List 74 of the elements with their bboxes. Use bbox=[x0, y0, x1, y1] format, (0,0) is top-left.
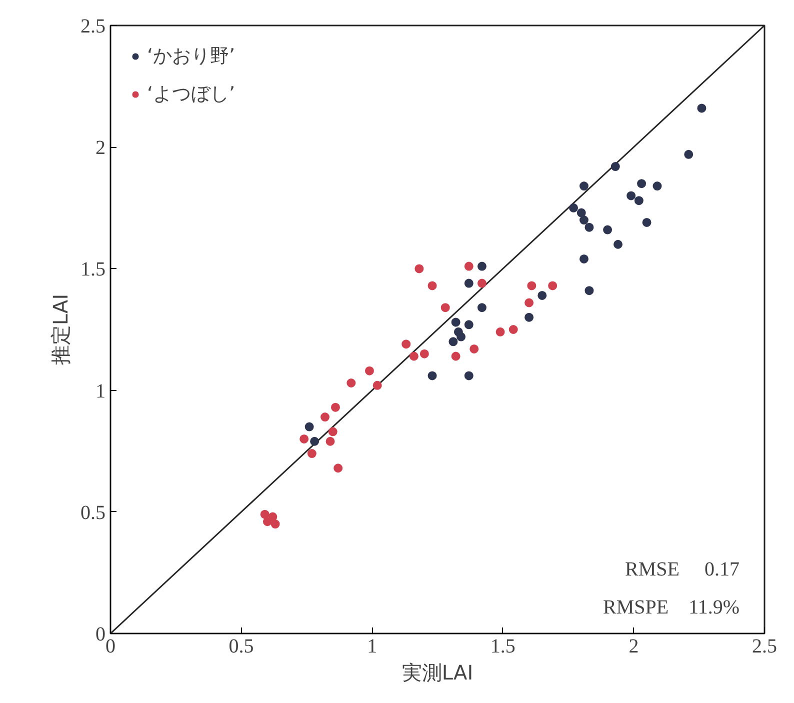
point bbox=[451, 352, 460, 361]
point bbox=[304, 422, 314, 432]
point bbox=[300, 434, 309, 444]
point bbox=[538, 290, 547, 300]
point bbox=[409, 352, 418, 361]
point bbox=[464, 371, 474, 380]
point bbox=[364, 366, 374, 376]
point bbox=[260, 510, 270, 519]
point bbox=[464, 262, 474, 271]
point bbox=[569, 203, 578, 212]
point bbox=[414, 264, 424, 274]
point bbox=[477, 303, 486, 312]
point bbox=[456, 332, 466, 342]
y-tick-label: 2 bbox=[96, 137, 106, 160]
point bbox=[634, 196, 644, 206]
point bbox=[326, 436, 335, 446]
x-tick-label: 1 bbox=[367, 636, 378, 658]
point bbox=[448, 337, 458, 346]
point bbox=[496, 327, 505, 336]
point bbox=[614, 240, 623, 249]
y-axis-title: 推定LAI bbox=[48, 294, 72, 366]
point bbox=[346, 378, 356, 388]
point bbox=[428, 371, 437, 380]
x-tick-label: 2.5 bbox=[752, 636, 777, 658]
point bbox=[584, 286, 594, 296]
point bbox=[470, 344, 479, 354]
point bbox=[270, 520, 280, 529]
point bbox=[626, 191, 636, 200]
point bbox=[310, 436, 320, 446]
point bbox=[464, 278, 474, 288]
point bbox=[652, 182, 662, 191]
point bbox=[477, 278, 486, 288]
y-tick-label: 1 bbox=[96, 380, 106, 402]
point bbox=[642, 218, 652, 227]
point bbox=[451, 318, 460, 327]
point bbox=[579, 216, 588, 225]
x-tick-label: 1.5 bbox=[490, 636, 516, 658]
x-tick-label: 0.5 bbox=[228, 636, 254, 658]
annotation: RMSPE 11.9% bbox=[602, 596, 740, 618]
point bbox=[524, 298, 534, 308]
y-tick-label: 2.5 bbox=[80, 16, 106, 38]
annotation: RMSE 0.17 bbox=[625, 558, 740, 580]
y-tick-label: 1.5 bbox=[80, 258, 106, 281]
point bbox=[477, 262, 486, 271]
point bbox=[372, 380, 382, 390]
point bbox=[328, 427, 338, 436]
point bbox=[320, 412, 330, 422]
legend-label: ‘かおり野’ bbox=[147, 44, 236, 69]
point bbox=[307, 449, 316, 458]
point bbox=[576, 208, 586, 218]
x-tick-label: 2 bbox=[628, 636, 639, 658]
point bbox=[524, 312, 534, 322]
point bbox=[508, 325, 518, 334]
point bbox=[610, 162, 620, 172]
point bbox=[603, 225, 612, 234]
point bbox=[402, 340, 411, 349]
point bbox=[697, 104, 706, 113]
point bbox=[464, 320, 474, 330]
point bbox=[527, 281, 536, 290]
y-tick-label: 0.5 bbox=[80, 502, 106, 524]
point bbox=[684, 150, 694, 159]
point bbox=[579, 182, 588, 191]
x-axis-title: 実測LAI bbox=[402, 660, 474, 684]
point bbox=[440, 303, 450, 312]
legend-label: ‘よつぼし’ bbox=[147, 82, 236, 107]
point bbox=[268, 512, 278, 522]
point bbox=[584, 222, 594, 232]
point bbox=[420, 349, 429, 358]
point bbox=[330, 402, 340, 412]
point bbox=[334, 464, 343, 473]
point bbox=[548, 281, 558, 290]
point bbox=[428, 281, 437, 290]
point bbox=[579, 254, 588, 264]
point bbox=[637, 179, 646, 188]
